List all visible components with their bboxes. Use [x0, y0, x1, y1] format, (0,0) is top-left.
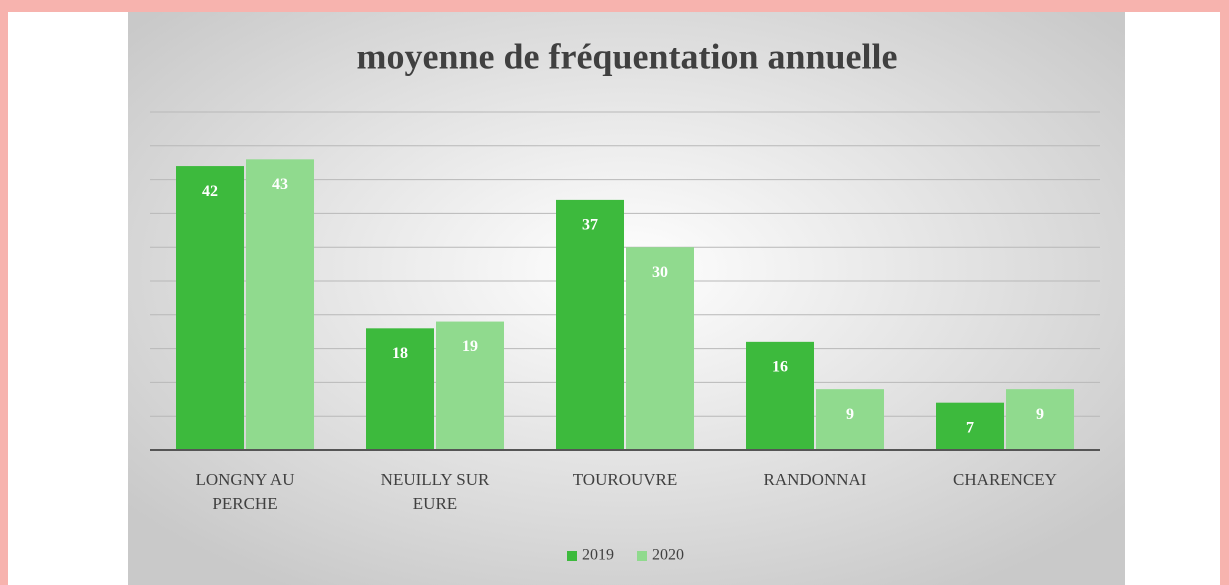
data-label: 7: [966, 419, 974, 436]
bar: [626, 247, 694, 450]
bar: [366, 328, 434, 450]
data-label: 37: [582, 217, 598, 234]
data-label: 9: [846, 406, 854, 423]
x-tick-label: CHARENCEY: [953, 470, 1057, 489]
x-tick-label: NEUILLY SUR EURE: [380, 470, 490, 513]
data-label: 42: [202, 183, 218, 200]
data-label: 19: [462, 338, 478, 355]
bar: [746, 341, 814, 450]
x-tick-label: LONGNY AU PERCHE: [195, 470, 295, 513]
legend-label: 2020: [652, 547, 684, 564]
data-label: 16: [772, 359, 788, 376]
x-tick-label: RANDONNAI: [763, 470, 867, 489]
x-tick-label: TOUROUVRE: [572, 470, 678, 489]
legend-swatch: [637, 551, 647, 561]
legend-swatch: [567, 551, 577, 561]
bar: [176, 166, 244, 450]
bar: [816, 389, 884, 450]
chart-title: moyenne de fréquentation annuelle: [356, 36, 897, 76]
bar: [936, 402, 1004, 450]
data-label: 30: [652, 264, 668, 281]
bar: [556, 199, 624, 450]
data-label: 18: [392, 345, 408, 362]
data-label: 9: [1036, 406, 1044, 423]
bar: [246, 159, 314, 450]
legend-label: 2019: [582, 547, 614, 564]
data-label: 43: [272, 176, 288, 193]
bar: [1006, 389, 1074, 450]
bar: [436, 321, 504, 450]
